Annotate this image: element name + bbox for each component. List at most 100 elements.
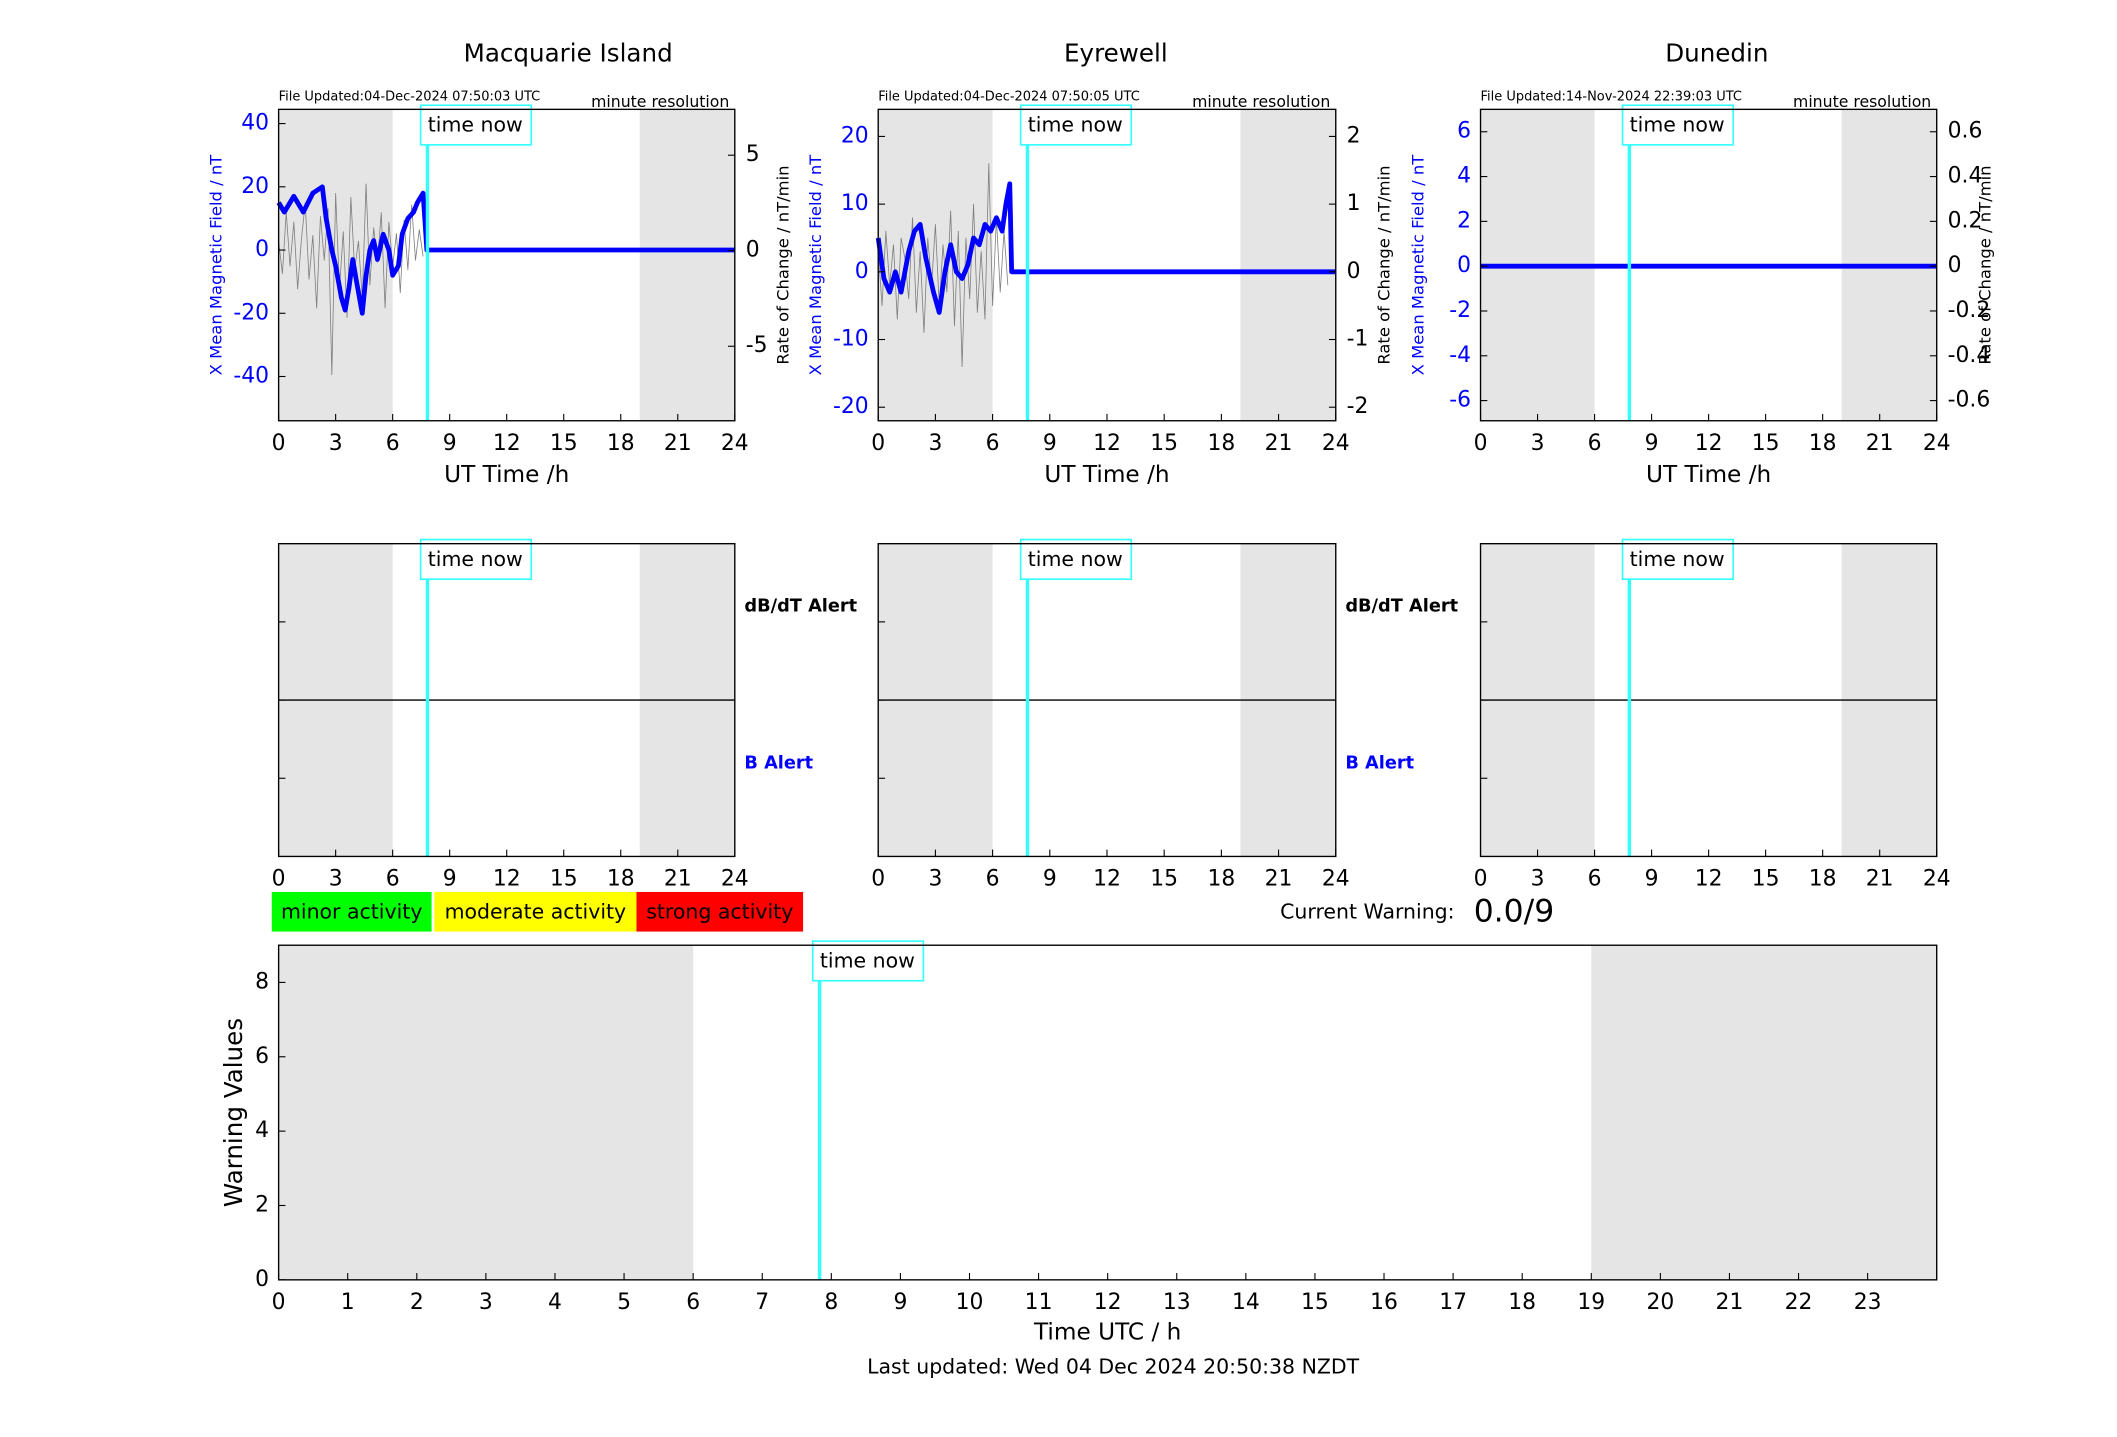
x-tick-label: 3 bbox=[928, 867, 942, 892]
x-tick-label: 3 bbox=[928, 431, 942, 456]
x-tick-label: 13 bbox=[1163, 1290, 1191, 1315]
time-now-label: time now bbox=[1630, 113, 1725, 137]
alert-label: dB/dT Alert bbox=[744, 597, 857, 617]
x-tick-label: 22 bbox=[1785, 1290, 1813, 1315]
x-tick-label: 9 bbox=[1043, 431, 1057, 456]
y2-tick-label: 0 bbox=[1347, 259, 1361, 284]
x-tick-label: 9 bbox=[1645, 431, 1659, 456]
y-tick-label: 0 bbox=[255, 237, 269, 262]
x-tick-label: 21 bbox=[1716, 1290, 1744, 1315]
y2-axis-label: Rate of Change / nT/min bbox=[1975, 165, 1994, 364]
y2-tick-label: 1 bbox=[1347, 191, 1361, 216]
x-tick-label: 12 bbox=[1093, 867, 1121, 892]
y-tick-label: 0 bbox=[855, 259, 869, 284]
x-tick-label: 14 bbox=[1232, 1290, 1260, 1315]
time-now-label: time now bbox=[428, 547, 523, 571]
y2-tick-label: 2 bbox=[1347, 123, 1361, 148]
y-tick-label: 2 bbox=[1457, 208, 1471, 233]
time-now-box bbox=[419, 538, 533, 581]
time-now-box bbox=[419, 104, 533, 146]
y2-tick-label: -0.2 bbox=[1948, 298, 1991, 323]
x-tick-label: 12 bbox=[1094, 1290, 1122, 1315]
current-warning: 0.0/9 bbox=[1474, 893, 1555, 929]
x-tick-label: 21 bbox=[664, 867, 692, 892]
y-axis-label: X Mean Magnetic Field / nT bbox=[207, 154, 226, 376]
night-shade bbox=[278, 945, 694, 1280]
x-tick-label: 0 bbox=[272, 1290, 286, 1315]
time-now-label: time now bbox=[820, 949, 915, 973]
x-tick-label: 4 bbox=[548, 1290, 562, 1315]
time-now-label: time now bbox=[1028, 113, 1123, 137]
x-tick-label: 18 bbox=[607, 431, 635, 456]
x-tick-label: 24 bbox=[721, 867, 749, 892]
x-tick-label: 7 bbox=[755, 1290, 769, 1315]
x-tick-label: 6 bbox=[386, 867, 400, 892]
y2-tick-label: -5 bbox=[746, 333, 768, 358]
night-shade bbox=[639, 109, 735, 421]
y-tick-label: 10 bbox=[841, 191, 869, 216]
x-tick-label: 24 bbox=[1322, 431, 1350, 456]
y-tick-label: -4 bbox=[1449, 343, 1471, 368]
current-warning-label: Current Warning: bbox=[1280, 899, 1454, 923]
x-tick-label: 15 bbox=[1301, 1290, 1329, 1315]
time-now-box bbox=[1621, 538, 1734, 581]
x-tick-label: 24 bbox=[1923, 867, 1951, 892]
x-tick-label: 12 bbox=[1695, 867, 1723, 892]
x-axis-label: UT Time /h bbox=[444, 461, 569, 488]
y-tick-label: 0 bbox=[255, 1267, 269, 1292]
y2-axis-label: Rate of Change / nT/min bbox=[1374, 165, 1393, 364]
x-tick-label: 10 bbox=[956, 1290, 984, 1315]
y-tick-label: -20 bbox=[833, 394, 869, 419]
level-swatch bbox=[271, 891, 432, 932]
chart-title: Dunedin bbox=[1665, 39, 1768, 68]
x-tick-label: 3 bbox=[329, 867, 343, 892]
resolution: minute resolution bbox=[1793, 92, 1931, 111]
x-tick-label: 18 bbox=[1809, 867, 1837, 892]
x-tick-label: 20 bbox=[1646, 1290, 1674, 1315]
file-updated: File Updated:14-Nov-2024 22:39:03 UTC bbox=[1481, 90, 1742, 105]
time-now-box bbox=[1621, 104, 1734, 146]
x-tick-label: 0 bbox=[272, 867, 286, 892]
x-tick-label: 23 bbox=[1854, 1290, 1882, 1315]
x-tick-label: 11 bbox=[1025, 1290, 1053, 1315]
y-tick-label: 8 bbox=[255, 969, 269, 994]
x-tick-label: 12 bbox=[1695, 431, 1723, 456]
x-tick-label: 0 bbox=[871, 431, 885, 456]
x-tick-label: 0 bbox=[871, 867, 885, 892]
y-tick-label: 6 bbox=[1457, 119, 1471, 144]
alert-label: B Alert bbox=[1345, 754, 1414, 774]
x-axis-label: UT Time /h bbox=[1646, 461, 1771, 488]
x-tick-label: 21 bbox=[664, 431, 692, 456]
x-tick-label: 15 bbox=[1150, 867, 1178, 892]
x-tick-label: 12 bbox=[493, 867, 521, 892]
x-tick-label: 12 bbox=[493, 431, 521, 456]
y2-tick-label: 0 bbox=[1948, 253, 1962, 278]
y2-tick-label: 0.2 bbox=[1948, 208, 1983, 233]
x-tick-label: 21 bbox=[1265, 867, 1293, 892]
y-tick-label: 4 bbox=[1457, 164, 1471, 189]
x-tick-label: 8 bbox=[824, 1290, 838, 1315]
x-tick-label: 15 bbox=[1752, 431, 1780, 456]
y2-tick-label: -1 bbox=[1347, 327, 1369, 352]
y2-tick-label: -0.6 bbox=[1948, 388, 1991, 413]
x-tick-label: 18 bbox=[607, 867, 635, 892]
x-tick-label: 15 bbox=[1150, 431, 1178, 456]
x-tick-label: 21 bbox=[1265, 431, 1293, 456]
y2-tick-label: -0.4 bbox=[1948, 343, 1991, 368]
y2-tick-label: -2 bbox=[1347, 394, 1369, 419]
y-tick-label: 40 bbox=[241, 111, 269, 136]
x-tick-label: 6 bbox=[386, 431, 400, 456]
y-tick-label: 0 bbox=[1457, 253, 1471, 278]
x-axis-label: UT Time /h bbox=[1044, 461, 1169, 488]
x-tick-label: 0 bbox=[272, 431, 286, 456]
chart-title: Macquarie Island bbox=[464, 39, 673, 68]
y2-tick-label: 0 bbox=[746, 238, 760, 263]
x-tick-label: 9 bbox=[443, 431, 457, 456]
x-tick-label: 16 bbox=[1370, 1290, 1398, 1315]
level-label: strong activity bbox=[646, 899, 793, 923]
series-line bbox=[276, 184, 735, 316]
x-tick-label: 2 bbox=[410, 1290, 424, 1315]
time-now-label: time now bbox=[1630, 547, 1725, 571]
x-tick-label: 3 bbox=[1531, 867, 1545, 892]
x-tick-label: 15 bbox=[550, 867, 578, 892]
